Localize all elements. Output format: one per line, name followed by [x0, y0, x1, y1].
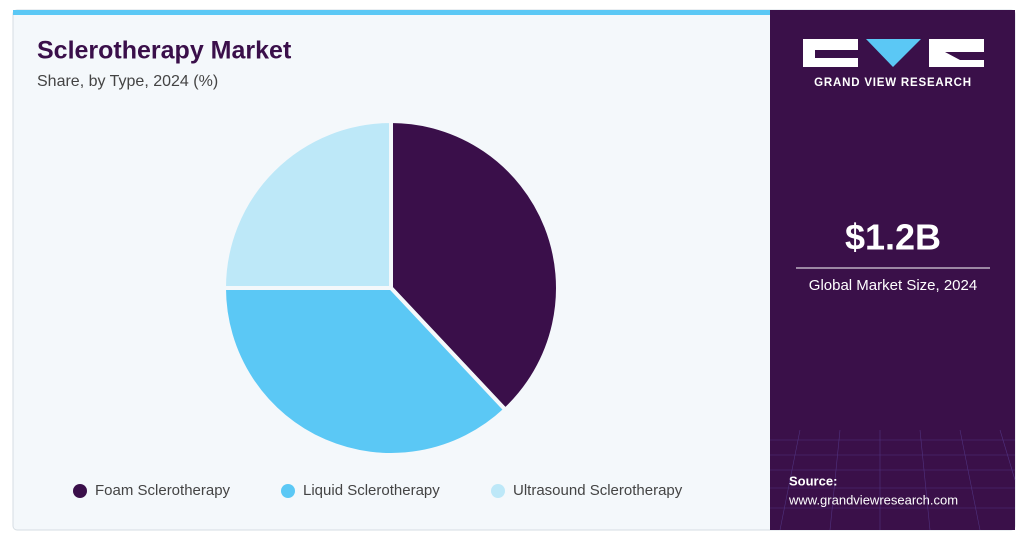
legend-label: Foam Sclerotherapy: [95, 482, 231, 499]
source-url: www.grandviewresearch.com: [788, 492, 958, 507]
source-label: Source:: [789, 473, 837, 488]
pie-slice: [389, 118, 560, 413]
legend-marker: [73, 484, 87, 498]
pie-slice: [221, 118, 393, 290]
legend-marker: [491, 484, 505, 498]
top-accent: [13, 10, 770, 15]
side-panel: [770, 10, 1015, 530]
market-size: $1.2B: [845, 217, 941, 258]
grid-texture: [770, 429, 1016, 531]
legend-label: Ultrasound Sclerotherapy: [513, 482, 683, 499]
chart-title: Sclerotherapy Market: [37, 37, 292, 65]
brand: GRAND VIEW RESEARCH: [814, 77, 972, 89]
legend-label: Liquid Sclerotherapy: [303, 482, 440, 499]
logo: [803, 39, 984, 67]
market-size-label: Global Market Size, 2024: [808, 277, 978, 294]
pie: [221, 118, 560, 457]
legend-marker: [281, 484, 295, 498]
chart-subtitle: Share, by Type, 2024 (%): [37, 73, 218, 90]
market-size-label-box: Global Market Size, 2024: [808, 277, 978, 294]
legend: Foam Sclerotherapy Liquid Sclerotherapy Ul…: [73, 482, 683, 499]
pie-slice: [221, 286, 509, 457]
